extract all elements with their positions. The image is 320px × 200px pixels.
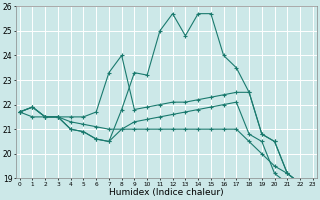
X-axis label: Humidex (Indice chaleur): Humidex (Indice chaleur) [109, 188, 224, 197]
